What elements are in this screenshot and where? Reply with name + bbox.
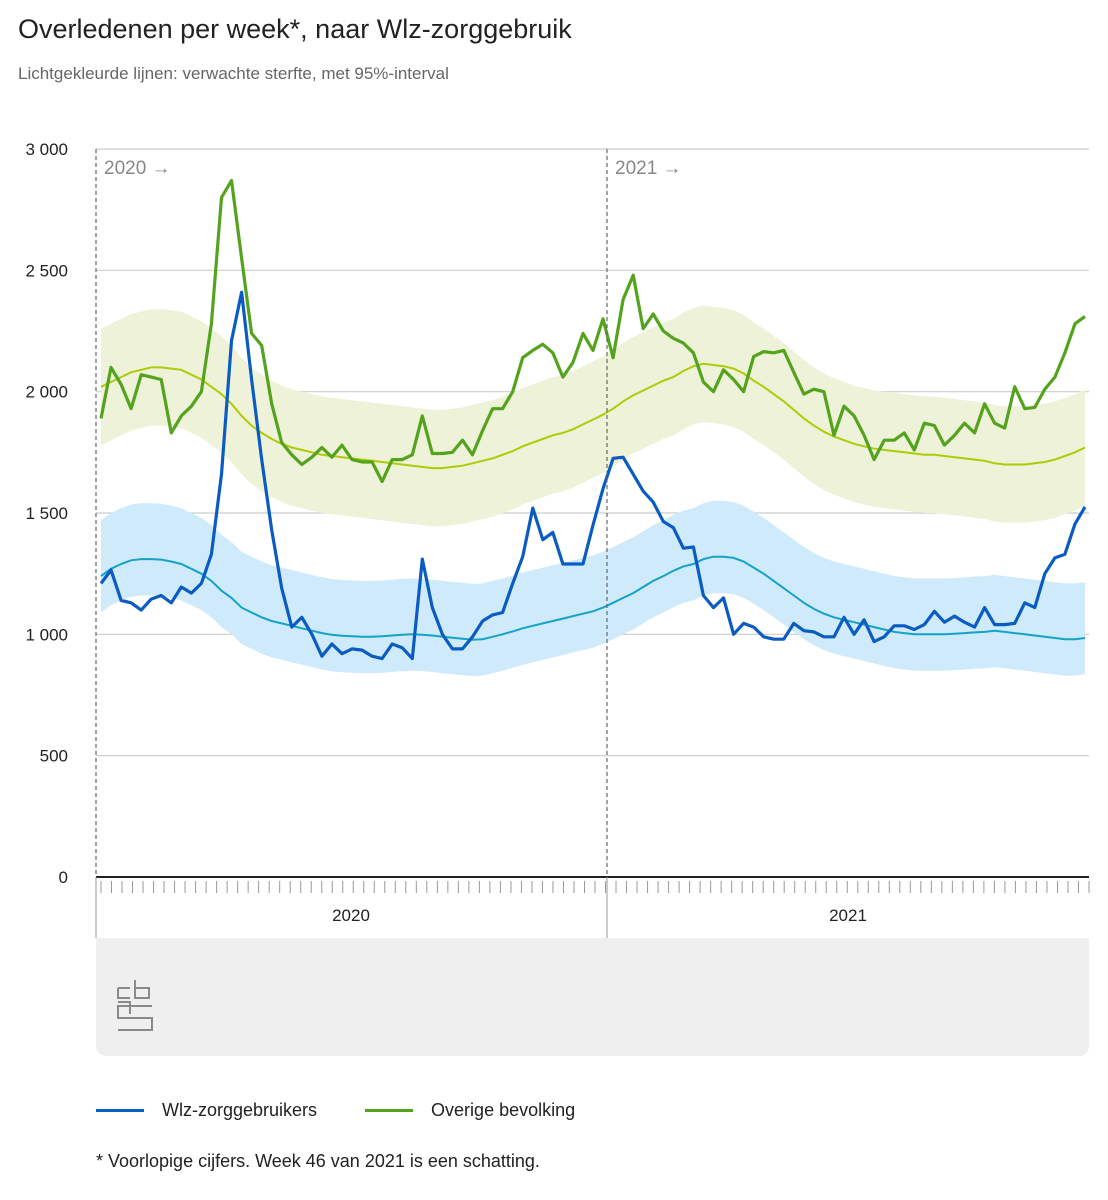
legend-swatch-overige (365, 1109, 414, 1112)
y-tick-label: 2 500 (25, 261, 68, 280)
y-tick-label: 0 (59, 868, 68, 887)
band-wlz-expected (101, 500, 1085, 677)
y-tick-label: 2 000 (25, 383, 68, 402)
chart-subtitle: Lichtgekleurde lijnen: verwachte sterfte… (18, 64, 449, 83)
footnote: * Voorlopige cijfers. Week 46 van 2021 i… (96, 1151, 540, 1171)
line-overige-expected (100, 362, 1086, 470)
year-marker: 2021 → (615, 158, 682, 179)
y-tick-label: 500 (40, 747, 68, 766)
x-group-label: 2020 (332, 906, 370, 925)
year-marker: 2020 → (104, 158, 171, 179)
legend-swatch-wlz (96, 1109, 144, 1112)
footer-panel (96, 938, 1089, 1056)
chart: 0 500 1 000 1 500 2 000 2 500 3 000 2020 → 2021 … (25, 140, 1090, 1056)
y-tick-label: 3 000 (25, 140, 68, 159)
footer-panel-top (96, 938, 1089, 958)
x-group-label: 2021 (829, 906, 867, 925)
legend-item-wlz[interactable]: Wlz-zorggebruikers (96, 1100, 317, 1121)
y-tick-label: 1 500 (25, 504, 68, 523)
line-wlz-observed (99, 290, 1087, 661)
legend: Wlz-zorggebruikers Overige bevolking (96, 1100, 575, 1121)
line-wlz-expected (100, 555, 1086, 641)
legend-label-overige: Overige bevolking (431, 1100, 576, 1120)
legend-item-overige[interactable]: Overige bevolking (365, 1100, 575, 1121)
chart-title: Overledenen per week*, naar Wlz-zorggebr… (18, 14, 572, 44)
line-overige-observed (99, 178, 1086, 484)
band-overige-expected (101, 305, 1085, 527)
legend-label-wlz: Wlz-zorggebruikers (162, 1100, 318, 1120)
y-tick-label: 1 000 (25, 625, 68, 644)
cbs-logo (117, 980, 153, 1031)
